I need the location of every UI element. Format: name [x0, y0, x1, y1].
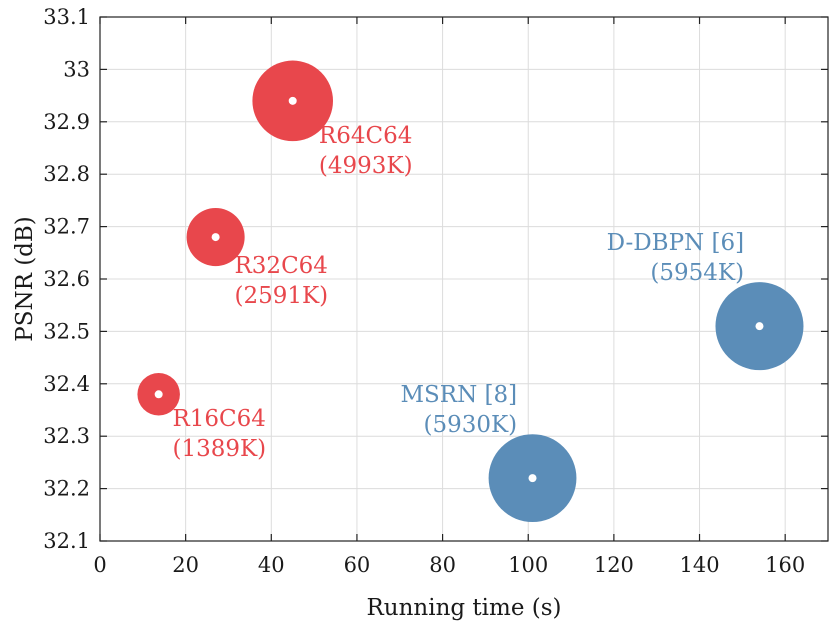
y-tick-label: 32.7	[43, 215, 90, 239]
bubble-center-dot-ddbpn	[755, 322, 764, 331]
x-tick-label: 60	[344, 553, 371, 577]
bubble-center-dot-r64c64	[288, 96, 297, 105]
bubble-label-params-r32c64: (2591K)	[234, 283, 328, 309]
x-axis-label: Running time (s)	[366, 595, 561, 621]
y-tick-label: 33	[63, 57, 90, 81]
x-tick-label: 160	[765, 553, 805, 577]
y-tick-label: 32.9	[43, 110, 90, 134]
y-tick-label: 32.3	[43, 424, 90, 448]
y-tick-label: 32.4	[43, 372, 90, 396]
bubble-label-params-msrn: (5930K)	[423, 412, 517, 438]
bubble-label-name-r32c64: R32C64	[234, 253, 327, 279]
bubble-label-params-r16c64: (1389K)	[172, 436, 266, 462]
grid	[100, 17, 828, 541]
bubble-center-dot-msrn	[528, 474, 537, 483]
x-tick-label: 20	[172, 553, 199, 577]
y-tick-label: 32.1	[43, 529, 90, 553]
bubble-label-name-ddbpn: D-DBPN [6]	[607, 230, 744, 256]
bubbles	[137, 60, 804, 523]
y-tick-label: 32.8	[43, 162, 90, 186]
x-tick-label: 140	[679, 553, 719, 577]
bubble-label-params-r64c64: (4993K)	[319, 153, 413, 179]
x-tick-label: 120	[594, 553, 634, 577]
bubble-center-dot-r32c64	[211, 233, 220, 242]
y-tick-label: 32.6	[43, 267, 90, 291]
bubble-label-params-ddbpn: (5954K)	[650, 260, 744, 286]
x-tick-label: 40	[258, 553, 285, 577]
bubble-label-name-msrn: MSRN [8]	[401, 382, 518, 408]
bubble-center-dot-r16c64	[154, 390, 163, 399]
x-tick-label: 0	[93, 553, 106, 577]
y-tick-label: 32.2	[43, 477, 90, 501]
x-tick-label: 80	[429, 553, 456, 577]
ticks: 0 20 40 60 80 100 120 140 160 32.1 32.2 32.3 32.4 32.…	[43, 5, 828, 577]
bubble-label-name-r16c64: R16C64	[172, 406, 265, 432]
y-axis-label: PSNR (dB)	[12, 216, 38, 342]
bubble-labels: R16C64 (1389K) R32C64 (2591K) R64C64 (4993K) M…	[172, 123, 744, 462]
y-tick-label: 33.1	[43, 5, 90, 29]
y-tick-label: 32.5	[43, 319, 90, 343]
bubble-label-name-r64c64: R64C64	[319, 123, 412, 149]
x-tick-label: 100	[508, 553, 548, 577]
